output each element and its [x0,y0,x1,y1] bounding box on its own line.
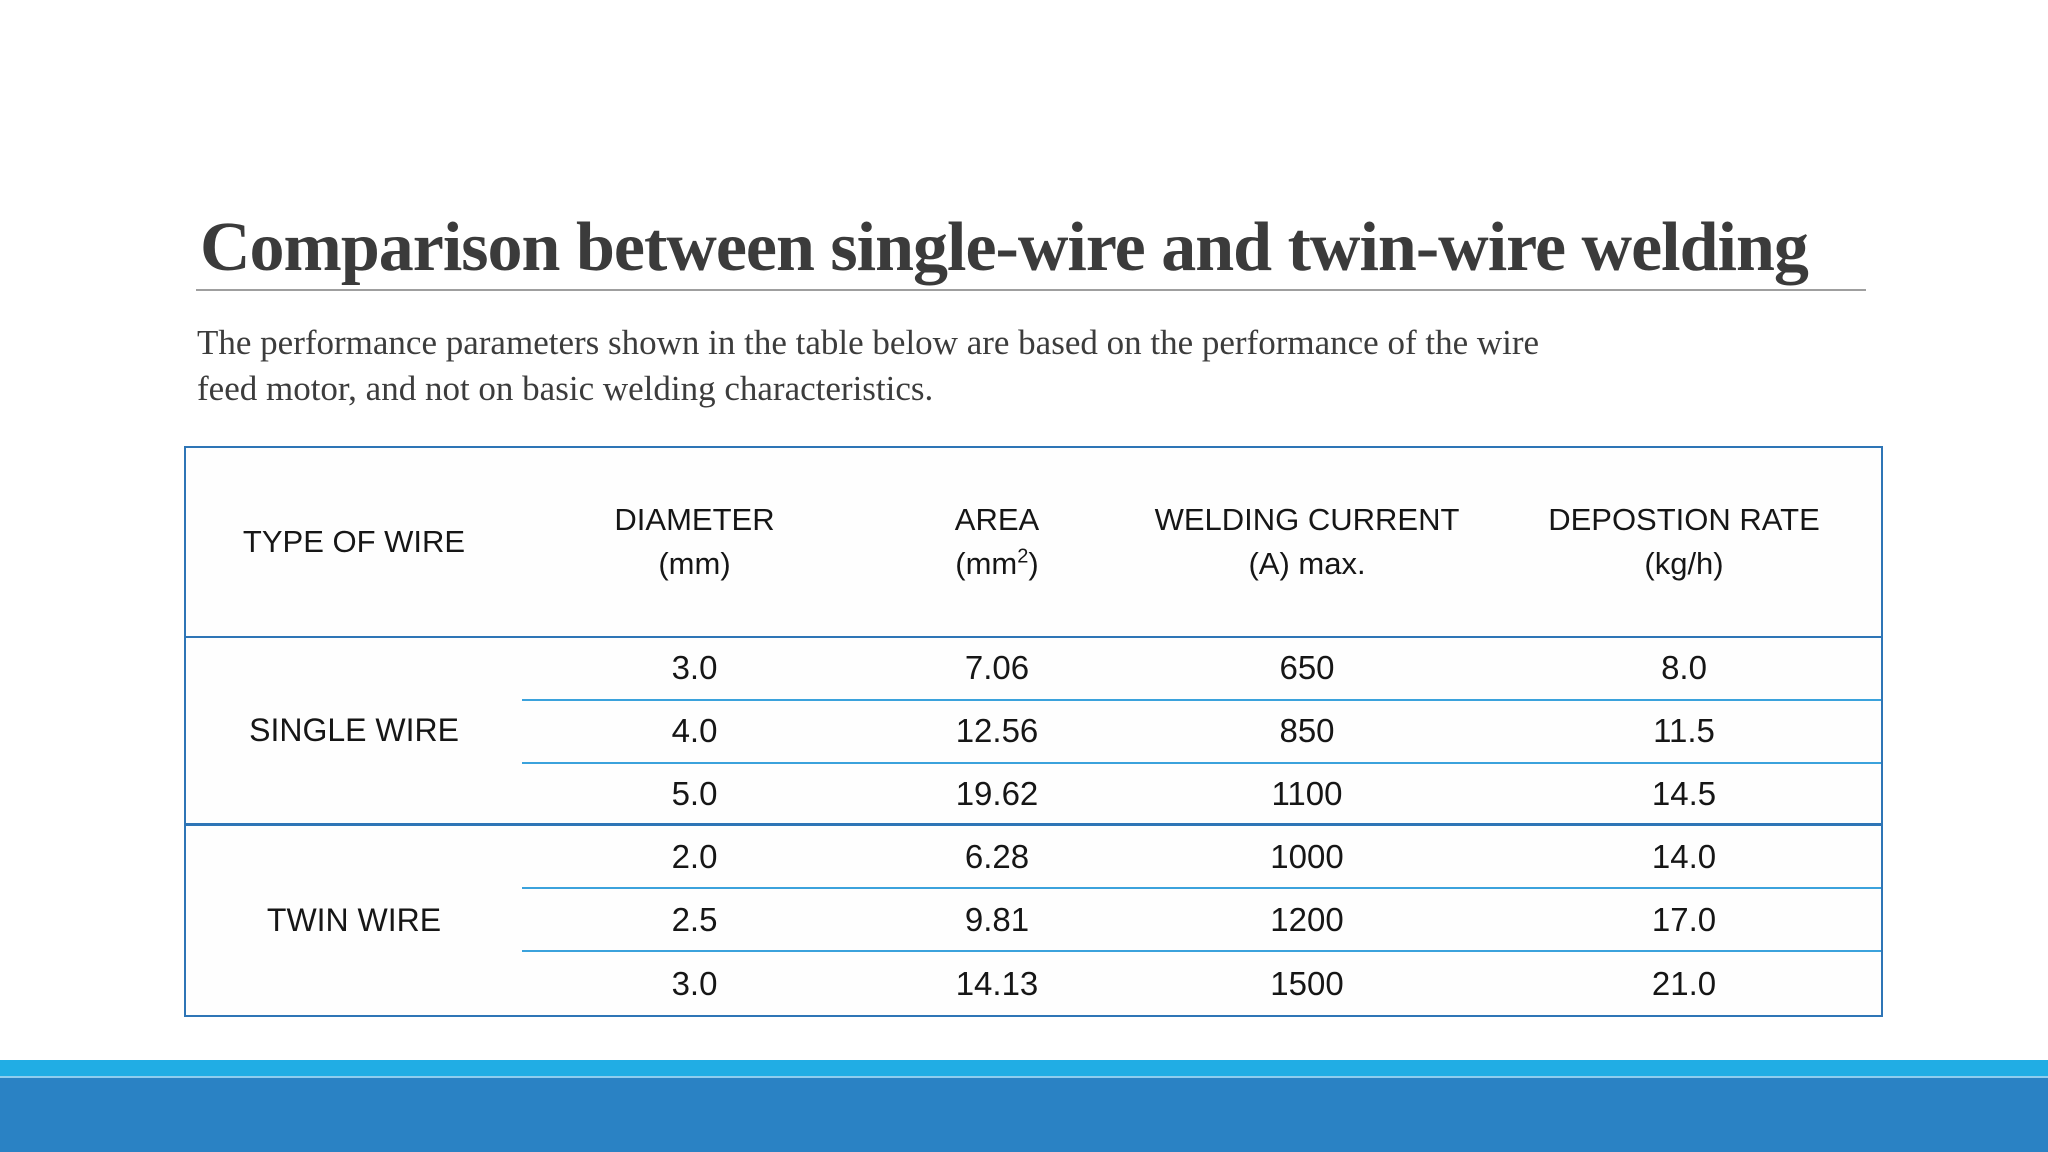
group-label-twin-wire: TWIN WIRE [266,902,442,939]
table-cell: 14.5 [1487,764,1881,827]
table-cell: 12.56 [867,701,1127,764]
column-header-area: AREA (mm2) [867,448,1127,638]
unit-text: (mm [955,546,1018,581]
table-cell: 1500 [1270,964,1344,1002]
header-unit: (kg/h) [1644,546,1724,581]
table-cell: 850 [1127,701,1487,764]
header-line: WELDING CURRENT [1154,502,1460,537]
header-line: AREA [954,502,1040,537]
header-line: DIAMETER [614,502,775,537]
column-header-welding-current: WELDING CURRENT (A) max. [1127,448,1487,638]
header-line: TYPE OF WIRE [242,524,466,559]
table-cell: 3.0 [522,638,867,701]
table-cell: 3.0 [671,964,718,1002]
subtitle-line-2: feed motor, and not on basic welding cha… [197,369,934,408]
table-cell: 1000 [1127,826,1487,890]
table-cell: 14.13 [955,964,1039,1002]
footer-divider-line [0,1076,2048,1078]
table-cell: 2.0 [522,826,867,890]
footer-accent-strip [0,1060,2048,1076]
table-cell: 1100 [1127,764,1487,827]
table-cell: 11.5 [1487,701,1881,764]
table-cell: 2.5 [522,889,867,953]
title-underline [196,289,1866,291]
header-unit: (mm) [658,546,731,581]
page-title: Comparison between single-wire and twin-… [200,209,1809,286]
table-cell: 14.0 [1487,826,1881,890]
footer-bar [0,1078,2048,1152]
column-header-depostion-rate: DEPOSTION RATE (kg/h) [1487,448,1881,638]
table-cell: 5.0 [522,764,867,827]
subtitle-line-1: The performance parameters shown in the … [197,323,1540,362]
column-header-diameter: DIAMETER (mm) [522,448,867,638]
header-line: DEPOSTION RATE [1548,502,1820,537]
header-unit: (mm2) [955,542,1038,586]
table-cell: 9.81 [867,889,1127,953]
table-cell: 19.62 [867,764,1127,827]
table-cell: 7.06 [867,638,1127,701]
comparison-table: TYPE OF WIRE DIAMETER (mm) AREA (mm2) WE… [184,446,1883,1017]
column-header-type-of-wire: TYPE OF WIRE [186,448,522,638]
table-cell: 4.0 [522,701,867,764]
header-unit: (A) max. [1248,546,1366,581]
table-cell: 8.0 [1487,638,1881,701]
table-cell: 17.0 [1487,889,1881,953]
table-cell: 650 [1127,638,1487,701]
table-cell: 21.0 [1651,964,1717,1002]
table-cell: 6.28 [867,826,1127,890]
unit-superscript: 2 [1017,545,1029,568]
table-cell: 1200 [1127,889,1487,953]
subtitle-paragraph: The performance parameters shown in the … [197,320,1897,412]
group-label-single-wire: SINGLE WIRE [186,638,522,827]
unit-text: ) [1028,546,1039,581]
